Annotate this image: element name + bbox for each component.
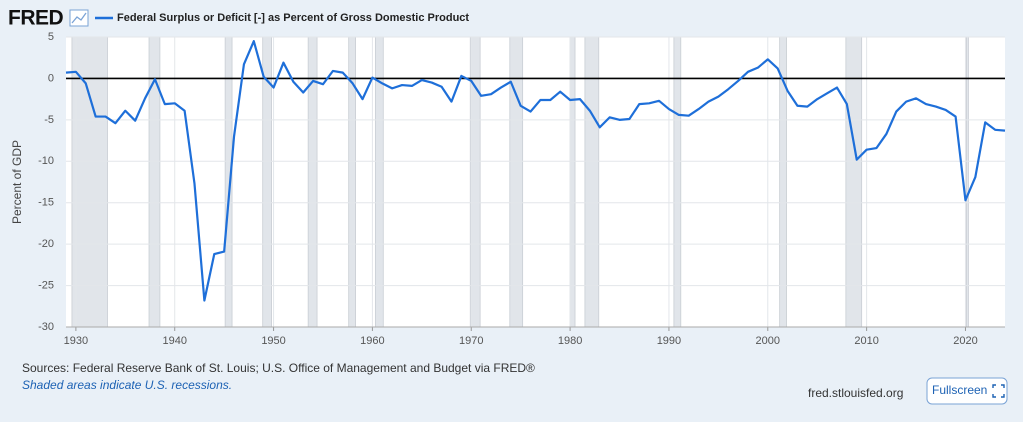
x-tick-label: 1970 [459, 335, 483, 347]
recession-band [845, 36, 863, 328]
logo-icon-line [71, 12, 87, 24]
x-tick-label: 1980 [558, 335, 582, 347]
y-axis-title: Percent of GDP [10, 140, 24, 224]
y-tick-label: -20 [38, 238, 54, 250]
recession-band [509, 36, 524, 328]
recession-band [71, 36, 108, 328]
x-tick-label: 1940 [162, 335, 186, 347]
x-tick-label: 1930 [64, 335, 88, 347]
x-tick-label: 2010 [854, 335, 878, 347]
recession-band [569, 36, 576, 328]
y-tick-label: -15 [38, 197, 54, 209]
recession-band [584, 36, 600, 328]
recession-band [966, 36, 969, 328]
logo: FRED [8, 7, 64, 30]
recession-band [673, 36, 682, 328]
fullscreen-button[interactable] [926, 377, 1008, 405]
recession-note: Shaded areas indicate U.S. recessions. [22, 378, 232, 392]
fullscreen-icon[interactable] [992, 384, 1005, 398]
plot-area [66, 37, 1005, 327]
x-tick-label: 2000 [756, 335, 780, 347]
y-tick-label: -10 [38, 155, 54, 167]
y-tick-label: -30 [38, 321, 54, 333]
y-tick-label: 5 [48, 31, 54, 43]
site-link[interactable]: fred.stlouisfed.org [808, 386, 903, 400]
y-tick-label: 0 [48, 72, 54, 84]
chart-title: Federal Surplus or Deficit [-] as Percen… [117, 12, 469, 24]
sources: Sources: Federal Reserve Bank of St. Lou… [22, 361, 535, 375]
x-tick-label: 1950 [261, 335, 285, 347]
x-tick-label: 1960 [360, 335, 384, 347]
fullscreen-label[interactable]: Fullscreen [932, 383, 987, 397]
x-tick-label: 2020 [953, 335, 977, 347]
y-tick-label: -5 [44, 114, 54, 126]
series-line [65, 40, 1006, 302]
x-tick-label: 1990 [657, 335, 681, 347]
y-tick-label: -25 [38, 279, 54, 291]
